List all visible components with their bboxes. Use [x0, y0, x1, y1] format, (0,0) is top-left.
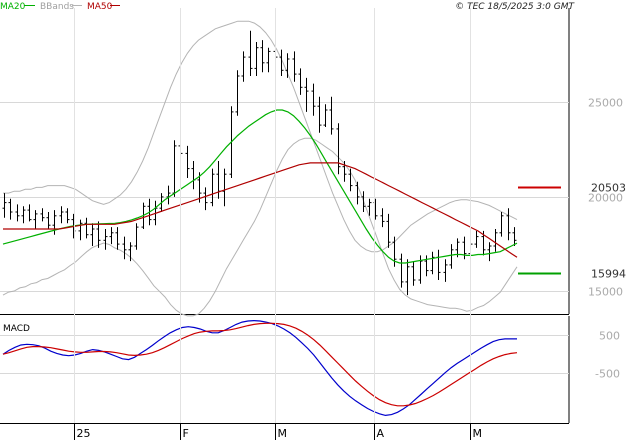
- price-bar: [506, 208, 511, 241]
- macd-line: [2, 319, 517, 417]
- price-bar: [84, 217, 89, 239]
- price-bar: [128, 242, 133, 262]
- price-bar: [203, 187, 208, 211]
- bbands-lower-line: [2, 137, 518, 317]
- price-bar: [254, 42, 259, 76]
- price-bar: [355, 181, 360, 205]
- price-bar: [122, 236, 127, 260]
- x-tick-label: F: [183, 427, 189, 440]
- legend-ma20: MA20: [0, 2, 26, 12]
- price-grid: [0, 102, 569, 292]
- price-bar: [512, 227, 517, 246]
- price-bar: [336, 123, 341, 175]
- price-bar: [109, 227, 114, 245]
- price-bar: [21, 206, 26, 224]
- price-bar: [241, 51, 246, 82]
- price-bar: [65, 208, 70, 224]
- price-y-tick-label: 25000: [588, 97, 623, 110]
- price-bar: [96, 221, 101, 248]
- price-y-tick-label: 20000: [588, 192, 623, 205]
- x-tick-label: M: [278, 427, 288, 440]
- price-bar: [235, 70, 240, 116]
- macd-title: MACD: [3, 324, 30, 334]
- price-bar: [27, 204, 32, 222]
- price-bar: [90, 223, 95, 246]
- price-bar: [493, 229, 498, 252]
- price-bar: [210, 168, 215, 207]
- x-tick-label: A: [377, 427, 385, 440]
- copyright-label: © TEC 18/5/2025 3:0 GMT: [455, 2, 575, 12]
- price-bar: [323, 104, 328, 127]
- bbands-upper-line: [3, 20, 518, 253]
- price-bar: [367, 198, 372, 216]
- price-bar: [8, 198, 13, 220]
- price-bar: [317, 96, 322, 133]
- price-bar: [304, 77, 309, 112]
- bollinger-bands: [2, 20, 518, 317]
- price-bar: [103, 229, 108, 250]
- legend-ma50: MA50: [87, 2, 113, 12]
- x-tick-label: M: [473, 427, 483, 440]
- price-bar: [399, 253, 404, 288]
- price-bar: [279, 49, 284, 76]
- price-bar: [248, 30, 253, 76]
- macd-y-tick-label: -500: [595, 368, 620, 381]
- price-bar: [311, 83, 316, 116]
- legend-bbands: BBands: [40, 2, 74, 12]
- price-bar: [285, 53, 290, 78]
- moving-averages: [2, 109, 518, 264]
- price-bar: [33, 210, 38, 229]
- price-bar: [443, 259, 448, 282]
- price-bar: [266, 47, 271, 73]
- macd-lines: [2, 319, 518, 417]
- signal-line: [2, 322, 518, 407]
- resistance-level-label: 20503: [591, 182, 626, 195]
- price-bar: [411, 261, 416, 286]
- price-bar: [78, 219, 83, 241]
- price-bar: [185, 145, 190, 178]
- macd-panel-frame: [0, 316, 569, 423]
- price-bar: [449, 244, 454, 269]
- price-bar: [329, 96, 334, 135]
- price-bar: [197, 172, 202, 203]
- price-bar: [222, 168, 227, 207]
- price-panel-frame: [0, 8, 569, 314]
- price-bar: [405, 259, 410, 296]
- price-y-axis: 15000 20000 25000: [588, 97, 623, 299]
- ma50-line: [3, 162, 518, 258]
- price-bar: [430, 251, 435, 275]
- price-bar: [40, 208, 45, 222]
- macd-y-tick-label: 500: [599, 330, 620, 343]
- legend: MA20 BBands MA50: [0, 2, 120, 12]
- price-bar: [134, 223, 139, 250]
- price-bar: [15, 204, 20, 222]
- macd-y-axis: 500 -500: [595, 330, 620, 381]
- price-levels: 20503 15994: [518, 182, 626, 281]
- price-bar: [499, 212, 504, 237]
- x-tick-label: 25: [77, 427, 91, 440]
- price-bar: [361, 191, 366, 212]
- price-bar: [380, 208, 385, 228]
- price-bar: [260, 40, 265, 73]
- price-bar: [292, 51, 297, 82]
- x-axis: 25 F M A M: [74, 8, 483, 440]
- support-level-label: 15994: [591, 268, 626, 281]
- price-bar: [298, 68, 303, 95]
- price-bar: [115, 227, 120, 250]
- price-y-tick-label: 15000: [588, 286, 623, 299]
- price-bar: [474, 230, 479, 248]
- price-bar: [46, 212, 51, 229]
- price-bar: [348, 168, 353, 192]
- price-bar: [487, 242, 492, 262]
- price-bar: [386, 213, 391, 248]
- macd-grid: [0, 335, 569, 374]
- price-bar: [59, 206, 64, 224]
- price-bar: [2, 193, 7, 218]
